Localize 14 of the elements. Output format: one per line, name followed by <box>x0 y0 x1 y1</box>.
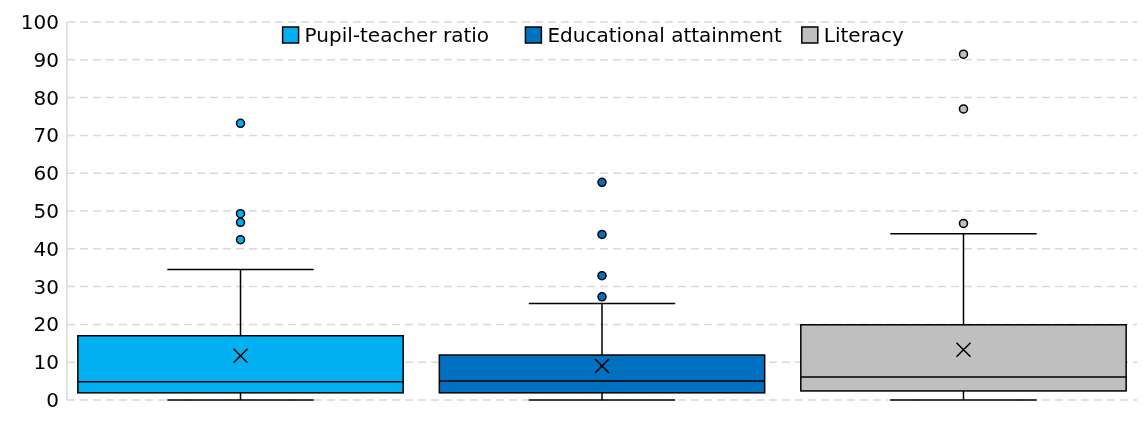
y-tick-label: 100 <box>20 10 59 34</box>
y-tick-label: 0 <box>46 388 59 412</box>
y-tick-label: 20 <box>33 312 59 337</box>
y-tick-label: 90 <box>33 47 59 72</box>
y-tick-label: 50 <box>33 199 59 223</box>
legend-label: Pupil-teacher ratio <box>304 23 490 47</box>
y-tick-label: 40 <box>33 236 59 261</box>
y-tick-label: 30 <box>33 274 59 299</box>
y-tick-label: 60 <box>33 161 59 186</box>
legend-label: Literacy <box>823 23 905 47</box>
y-tick-label: 70 <box>33 123 59 148</box>
y-tick-label: 80 <box>33 85 59 110</box>
legend-label: Educational attainment <box>547 23 783 47</box>
y-tick-label: 10 <box>33 350 59 375</box>
